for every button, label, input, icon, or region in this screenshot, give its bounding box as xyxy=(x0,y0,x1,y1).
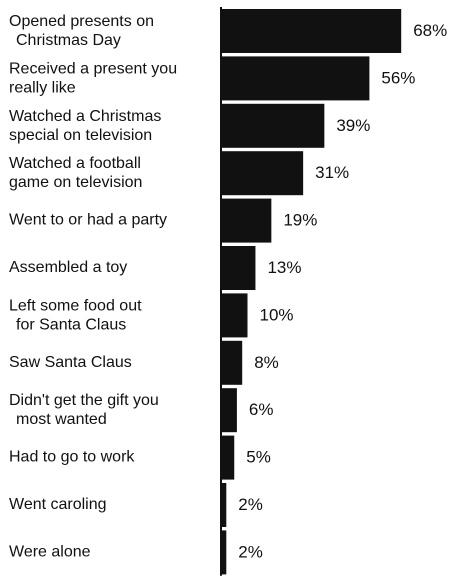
category-label: Watched a Christmas xyxy=(9,108,161,125)
data-label: 68% xyxy=(413,21,447,40)
bar xyxy=(221,340,243,385)
category-label: for Santa Claus xyxy=(16,316,126,333)
category-label: Watched a football xyxy=(9,155,141,172)
data-label: 2% xyxy=(238,542,263,561)
category-label: Had to go to work xyxy=(9,449,135,466)
category-label: Opened presents on xyxy=(9,13,154,30)
bar xyxy=(221,483,227,527)
bar xyxy=(221,435,235,480)
category-label: Were alone xyxy=(9,543,91,560)
bar xyxy=(221,103,325,148)
category-label: really like xyxy=(9,79,76,96)
bar xyxy=(221,151,304,196)
data-label: 39% xyxy=(336,116,370,135)
bar xyxy=(221,56,370,101)
category-label: Went caroling xyxy=(9,496,107,513)
data-label: 19% xyxy=(283,211,317,230)
category-label: Left some food out xyxy=(9,297,142,314)
bar xyxy=(221,388,237,433)
data-label: 31% xyxy=(315,163,349,182)
data-label: 5% xyxy=(246,448,271,467)
category-label: Didn't get the gift you xyxy=(9,392,159,409)
data-label: 56% xyxy=(381,68,415,87)
data-label: 8% xyxy=(254,353,279,372)
data-label: 13% xyxy=(267,258,301,277)
category-label: game on television xyxy=(9,174,142,191)
data-label: 6% xyxy=(249,400,274,419)
bar xyxy=(221,293,248,338)
bar xyxy=(221,198,272,243)
bar xyxy=(221,9,402,53)
category-label: Received a present you xyxy=(9,60,177,77)
category-label: Went to or had a party xyxy=(9,212,167,229)
data-label: 2% xyxy=(238,495,263,514)
category-label: Assembled a toy xyxy=(9,259,127,276)
bar xyxy=(221,246,256,290)
category-label: Christmas Day xyxy=(16,32,121,49)
category-label: most wanted xyxy=(16,411,107,428)
data-label: 10% xyxy=(260,305,294,324)
category-label: special on television xyxy=(9,127,152,144)
category-label: Saw Santa Claus xyxy=(9,354,132,371)
bar xyxy=(221,530,227,575)
